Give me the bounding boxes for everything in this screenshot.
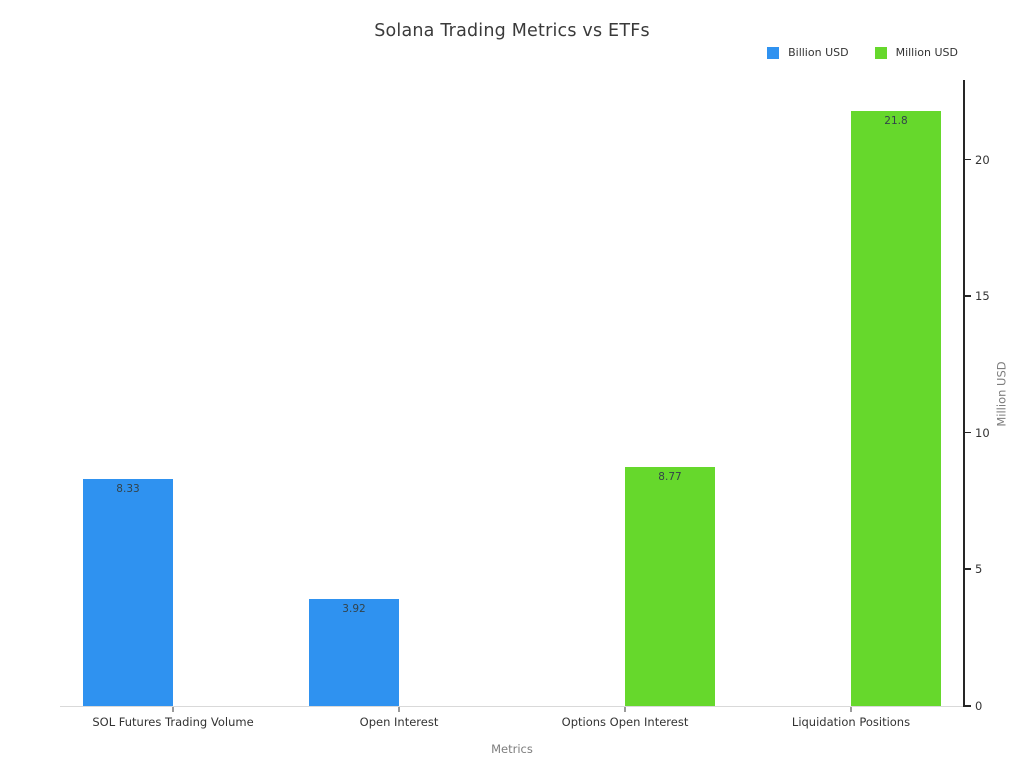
x-axis-line [60, 706, 964, 707]
y-tick-label: 15 [975, 289, 990, 304]
legend-label: Million USD [895, 46, 958, 59]
x-tick-label: Open Interest [359, 715, 439, 729]
y-tick-label: 10 [975, 425, 990, 440]
x-tick-label: Options Open Interest [561, 715, 689, 729]
y-tick-label: 20 [975, 152, 990, 167]
y-axis-line [963, 80, 965, 707]
y-tick-mark [965, 158, 971, 161]
x-tick-label: Liquidation Positions [791, 715, 911, 729]
y-tick-mark [965, 431, 971, 434]
y-axis-title: Million USD [995, 361, 1010, 427]
legend-item-million-usd: Million USD [874, 46, 958, 59]
bar-options-open-interest [625, 467, 715, 706]
x-tick-mark [624, 707, 626, 712]
x-tick-mark [172, 707, 174, 712]
y-tick-label: 0 [975, 699, 983, 713]
y-tick-mark [965, 568, 971, 570]
y-tick-label: 5 [975, 562, 983, 577]
x-axis-title: Metrics [491, 742, 533, 756]
bar-open-interest [309, 599, 399, 706]
bar-liquidation-positions [851, 111, 941, 706]
y-tick-mark [965, 295, 971, 297]
bar-value-label: 21.8 [884, 115, 908, 127]
legend-label: Billion USD [788, 46, 849, 59]
x-tick-mark [850, 707, 852, 712]
x-tick-label: SOL Futures Trading Volume [92, 715, 254, 729]
legend-swatch-billion-usd [767, 46, 780, 59]
bar-value-label: 3.92 [342, 603, 366, 615]
legend: Billion USD Million USD [767, 46, 958, 59]
bar-sol-futures-trading-volume [83, 479, 173, 706]
plot-area: Metrics Million USD 8.33 3.92 8.77 21.8 0 5 10… [60, 80, 1009, 756]
legend-swatch-million-usd [874, 46, 887, 59]
bar-value-label: 8.77 [658, 471, 682, 483]
chart-title: Solana Trading Metrics vs ETFs [374, 21, 650, 41]
legend-item-billion-usd: Billion USD [767, 46, 849, 59]
y-axis-title-wrap: Million USD [990, 82, 1014, 706]
x-tick-mark [398, 707, 400, 712]
y-tick-mark [965, 705, 971, 707]
bar-value-label: 8.33 [116, 483, 140, 495]
